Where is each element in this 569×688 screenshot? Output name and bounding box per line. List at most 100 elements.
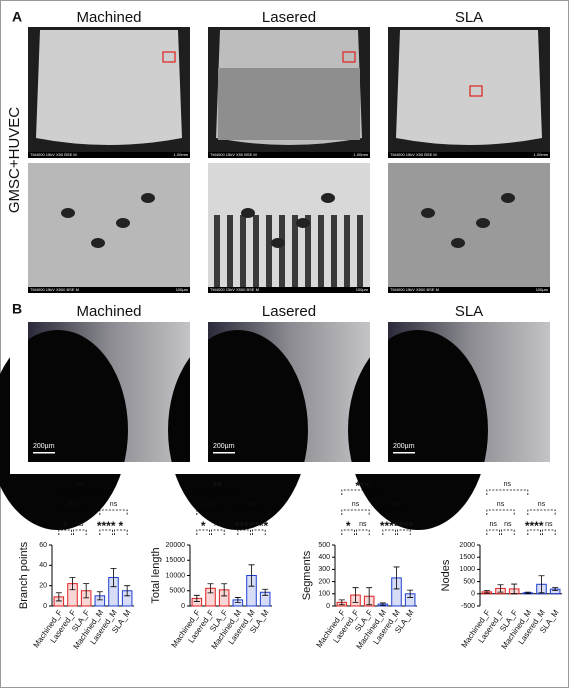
info-bar — [388, 287, 550, 293]
groove — [305, 215, 311, 290]
significance-label: **** — [380, 519, 399, 533]
y-tick-label: 500 — [318, 542, 330, 549]
roi — [342, 51, 356, 63]
significance-label: ns — [69, 501, 77, 508]
scale-label: 200µm — [213, 443, 235, 450]
error-bar — [221, 583, 228, 597]
error-bar — [262, 588, 269, 596]
significance-bracket — [237, 509, 266, 515]
cell — [501, 193, 515, 203]
sem-scale: 1.00mm — [354, 152, 369, 157]
significance-label: **** — [394, 519, 413, 533]
significance-bracket — [73, 529, 87, 535]
y-tick-label: 400 — [318, 554, 330, 561]
significance-bracket — [356, 529, 370, 535]
y-tick-label: 1000 — [459, 566, 475, 573]
sem-scale: 1.00mm — [174, 152, 189, 157]
y-tick-label: 15000 — [166, 557, 186, 564]
significance-bracket — [196, 509, 225, 515]
significance-bracket — [382, 509, 411, 515]
error-bar — [69, 577, 76, 591]
significance-label: * — [346, 519, 351, 533]
significance-label: **** — [249, 519, 268, 533]
error-bar — [379, 602, 386, 606]
groove — [227, 215, 233, 290]
error-bar — [234, 597, 241, 603]
significance-label: ns — [76, 521, 84, 528]
error-bar — [352, 587, 359, 603]
scale-label: 200µm — [393, 443, 415, 450]
y-axis-label: Total length — [150, 547, 162, 603]
significance-label: ns — [504, 481, 512, 488]
scale-bar — [33, 452, 55, 454]
mask — [190, 462, 370, 474]
y-tick-label: -500 — [461, 603, 475, 610]
implant-shadow — [348, 330, 488, 530]
y-tick-label: 0 — [181, 603, 185, 610]
cell — [241, 208, 255, 218]
y-tick-label: 20 — [39, 583, 47, 590]
significance-bracket — [486, 529, 500, 535]
cell — [91, 238, 105, 248]
error-bar — [393, 566, 400, 590]
panel-label: B — [12, 301, 22, 317]
info-bar — [208, 152, 370, 158]
cell — [116, 218, 130, 228]
error-bar — [538, 575, 545, 594]
sem-scale: 100µm — [176, 287, 189, 292]
significance-label: **** — [97, 519, 116, 533]
error-bar — [407, 589, 414, 598]
significance-label: ns — [538, 501, 546, 508]
info-bar — [28, 152, 190, 158]
column-title: Machined — [76, 303, 141, 320]
significance-bracket — [527, 529, 541, 535]
significance-label: ns — [504, 521, 512, 528]
significance-label: ns — [214, 521, 222, 528]
scale-bar — [393, 452, 415, 454]
column-title: Machined — [76, 9, 141, 26]
sem-image — [28, 163, 190, 293]
sem-info: TM4000 15kV X50 BSE M — [210, 152, 257, 157]
groove — [331, 215, 337, 290]
error-bar — [96, 591, 103, 601]
significance-bracket — [196, 529, 210, 535]
cell — [141, 193, 155, 203]
cell — [321, 193, 335, 203]
mask — [10, 322, 28, 472]
significance-label: ns — [76, 481, 84, 488]
sem-info: TM4000 15kV X50 BSE M — [390, 152, 437, 157]
significance-bracket — [211, 529, 225, 535]
y-tick-label: 100 — [318, 591, 330, 598]
column-title: SLA — [455, 9, 483, 26]
sem-scale: 1.00mm — [534, 152, 549, 157]
groove — [214, 215, 220, 290]
significance-bracket — [252, 529, 266, 535]
significance-label: ns — [207, 501, 215, 508]
scale-bar — [213, 452, 235, 454]
column-title: Lasered — [262, 9, 316, 26]
implant — [396, 30, 542, 145]
significance-bracket — [486, 509, 515, 515]
groove — [357, 215, 363, 290]
significance-label: * — [63, 519, 68, 533]
sem-scale: 100µm — [536, 287, 549, 292]
significance-bracket — [501, 529, 515, 535]
error-bar — [366, 587, 373, 606]
significance-label: * — [201, 519, 206, 533]
significance-bracket — [58, 489, 101, 495]
significance-label: **** — [235, 519, 254, 533]
groove — [318, 215, 324, 290]
significance-bracket — [382, 529, 396, 535]
error-bar — [124, 585, 131, 597]
mask — [370, 462, 550, 474]
error-bar — [497, 584, 504, 593]
y-tick-label: 60 — [39, 542, 47, 549]
groove — [266, 215, 272, 290]
column-title: Lasered — [262, 303, 316, 320]
significance-bracket — [397, 529, 411, 535]
sem-info: TM4000 15kV X500 BSE M — [30, 287, 79, 292]
significance-bracket — [341, 529, 355, 535]
sem-image — [208, 163, 370, 293]
sem-info: TM4000 15kV X500 BSE M — [390, 287, 439, 292]
y-tick-label: 0 — [326, 603, 330, 610]
